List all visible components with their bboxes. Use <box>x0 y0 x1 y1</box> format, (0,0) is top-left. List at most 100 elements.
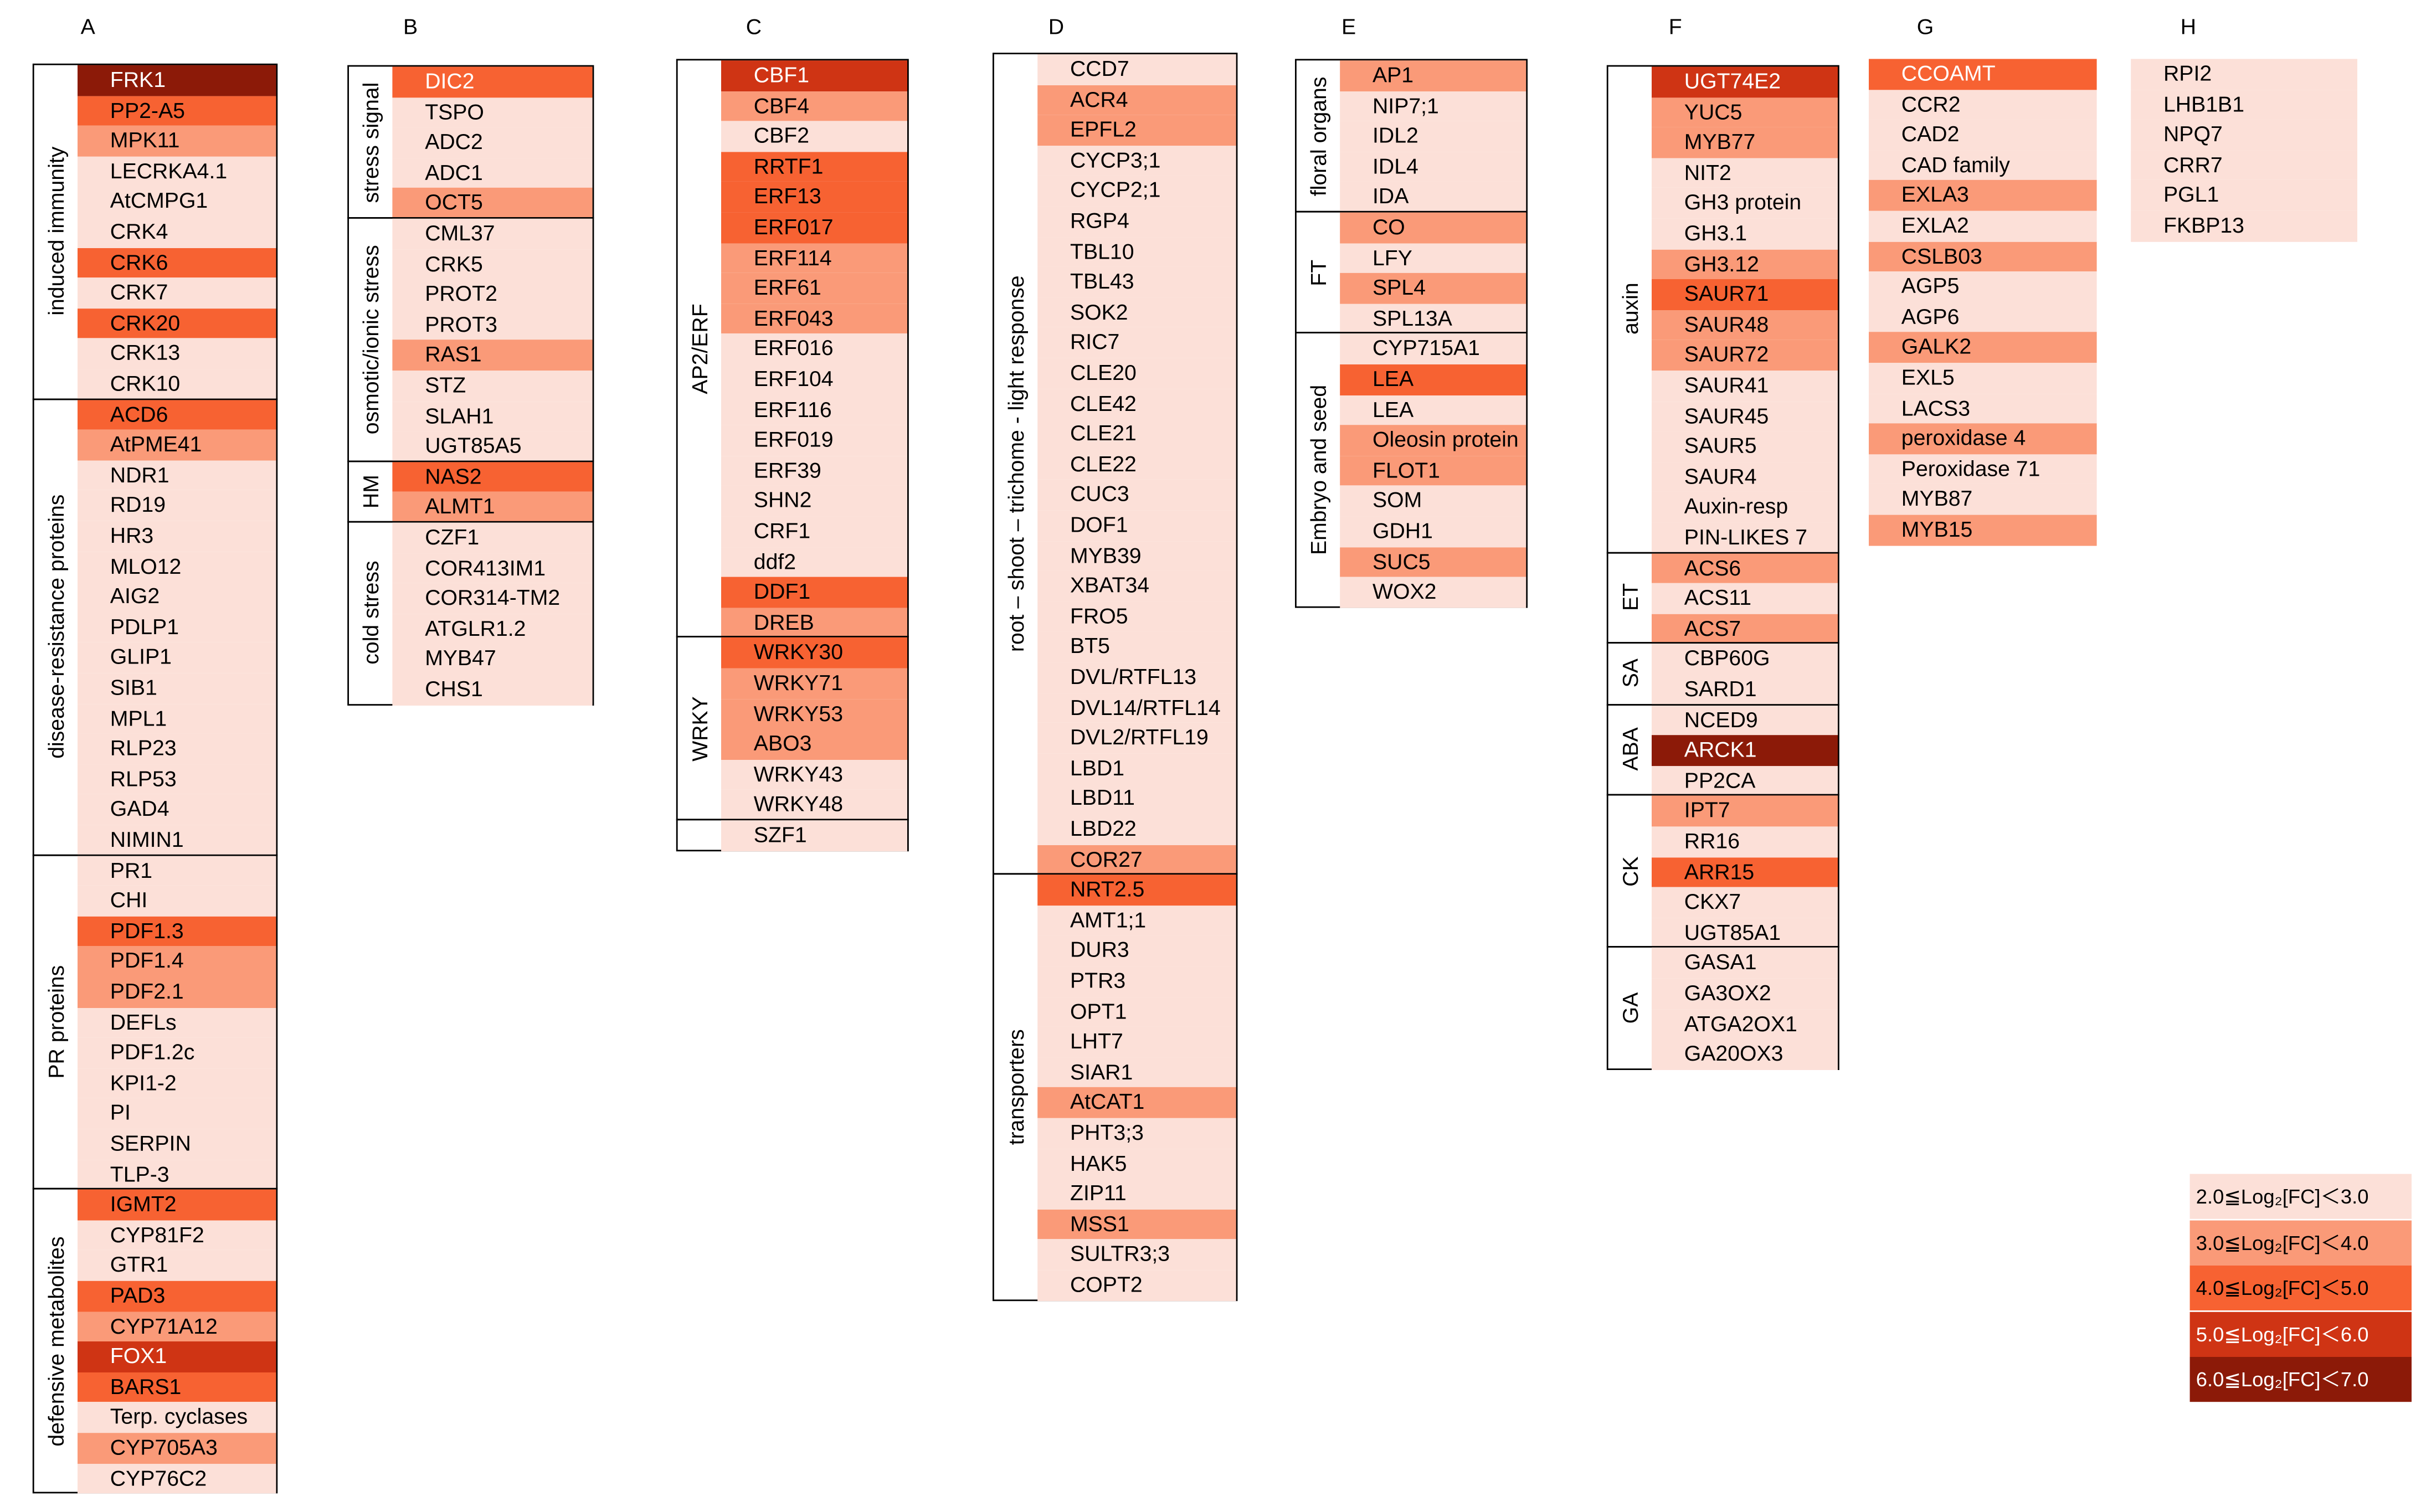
gene-cell: MPL1 <box>78 703 276 734</box>
gene-cell: CLE22 <box>1037 449 1236 480</box>
gene-cell: DOF1 <box>1037 510 1236 541</box>
gene-cell: FRO5 <box>1037 601 1236 632</box>
gene-cell: DVL/RTFL13 <box>1037 662 1236 693</box>
gene-cell: OPT1 <box>1037 996 1236 1027</box>
gene-cell: LACS3 <box>1869 393 2097 424</box>
gene-cell: CAD2 <box>1869 120 2097 150</box>
gene-cell: COR413IM1 <box>392 553 593 584</box>
gene-cell: CO <box>1340 212 1526 243</box>
gene-group: RPI2 LHB1B1 NPQ7 CRR7 PGL1 FKBP13 <box>2131 59 2357 243</box>
gene-cell: SAUR4 <box>1652 461 1838 492</box>
gene-cell: WRKY53 <box>721 698 907 729</box>
gene-cell: CYP715A1 <box>1340 334 1526 364</box>
group-label: auxin <box>1608 66 1652 551</box>
gene-cell: NPQ7 <box>2131 120 2357 150</box>
gene-cell: GALK2 <box>1869 332 2097 363</box>
gene-cell: KPI1-2 <box>78 1068 276 1099</box>
gene-cell: MYB39 <box>1037 541 1236 571</box>
gene-cell: PP2-A5 <box>78 95 276 126</box>
gene-cell: TSPO <box>392 97 593 128</box>
group-label <box>678 820 721 849</box>
gene-cell: CLE21 <box>1037 419 1236 450</box>
gene-cell: CUC3 <box>1037 480 1236 511</box>
gene-cell: DVL14/RTFL14 <box>1037 692 1236 723</box>
gene-cell: CBF2 <box>721 121 907 152</box>
gene-cell: CYCP3;1 <box>1037 145 1236 176</box>
gene-cell: GH3 protein <box>1652 188 1838 219</box>
gene-cell: CCOAMT <box>1869 59 2097 90</box>
gene-cell: ERF61 <box>721 273 907 304</box>
gene-cell: CRK5 <box>392 249 593 280</box>
gene-cell: EXL5 <box>1869 363 2097 394</box>
gene-cell: CYP81F2 <box>78 1220 276 1251</box>
gene-cell: RLP23 <box>78 733 276 764</box>
column-letter-c: C <box>746 14 762 39</box>
group-label: stress signal <box>349 66 392 217</box>
gene-cell: NIMIN1 <box>78 825 276 856</box>
gene-cell: NCED9 <box>1652 704 1838 736</box>
gene-cell: ACR4 <box>1037 84 1236 115</box>
gene-cell: CRK7 <box>78 277 276 308</box>
gene-cell: XBAT34 <box>1037 570 1236 601</box>
gene-cell: PDLP1 <box>78 612 276 643</box>
gene-cell: TLP-3 <box>78 1159 276 1190</box>
gene-cell: FOX1 <box>78 1341 276 1372</box>
gene-cell: NAS2 <box>392 461 593 492</box>
gene-cell: CRR7 <box>2131 150 2357 181</box>
gene-cell: AtCMPG1 <box>78 187 276 217</box>
group-label: cold stress <box>349 523 392 703</box>
gene-cell: NIT2 <box>1652 158 1838 188</box>
gene-cell: EPFL2 <box>1037 115 1236 146</box>
gene-cell: UGT74E2 <box>1652 66 1838 97</box>
gene-cell: MYB87 <box>1869 484 2097 515</box>
gene-cell: MYB15 <box>1869 515 2097 546</box>
gene-cell: SOK2 <box>1037 297 1236 328</box>
gene-cell: ADC2 <box>392 127 593 158</box>
gene-cell: CHS1 <box>392 675 593 705</box>
gene-cell: PROT3 <box>392 310 593 341</box>
gene-cell: ACD6 <box>78 399 276 430</box>
gene-group: HM NAS2 ALMT1 <box>347 460 594 523</box>
gene-cell: SUC5 <box>1340 547 1526 578</box>
gene-cell: LBD22 <box>1037 814 1236 845</box>
gene-cell: CZF1 <box>392 522 593 553</box>
group-label-text: root – shoot – trichome - light response <box>1003 275 1029 652</box>
gene-cell: HR3 <box>78 521 276 552</box>
group-label-text: stress signal <box>358 81 383 203</box>
gene-cell: BARS1 <box>78 1372 276 1403</box>
gene-cell: ERF116 <box>721 394 907 425</box>
group-label-text: AP2/ERF <box>687 303 712 394</box>
gene-cell: Peroxidase 71 <box>1869 454 2097 485</box>
gene-cell: HAK5 <box>1037 1148 1236 1179</box>
gene-cell: DVL2/RTFL19 <box>1037 723 1236 754</box>
gene-cell: AP1 <box>1340 60 1526 91</box>
gene-cell: PDF1.4 <box>78 947 276 977</box>
gene-group: disease-resistance proteins ACD6 AtPME41 ND… <box>32 398 278 856</box>
gene-group: PR proteins PR1 CHI PDF1.3 PDF1.4 PDF2.1 DEFLs… <box>32 853 278 1190</box>
group-label-text: FT <box>1305 259 1331 286</box>
gene-group: Embryo and seed CYP715A1 LEA LEA Oleosin pro… <box>1295 332 1528 608</box>
gene-cell: GLIP1 <box>78 642 276 673</box>
group-label: induced immunity <box>34 65 78 398</box>
gene-cell: COPT2 <box>1037 1270 1236 1301</box>
gene-cell: GH3.12 <box>1652 249 1838 280</box>
group-label: osmotic/ionic stress <box>349 219 392 460</box>
gene-cell: MYB47 <box>392 644 593 675</box>
gene-cell: SIAR1 <box>1037 1057 1236 1088</box>
group-label: PR proteins <box>34 855 78 1188</box>
gene-cell: ACS6 <box>1652 553 1838 584</box>
group-label: defensive metabolites <box>34 1190 78 1492</box>
gene-group: floral organs AP1 NIP7;1 IDL2 IDL4 IDA <box>1295 59 1528 213</box>
gene-cell: SARD1 <box>1652 674 1838 705</box>
gene-cell: ERF104 <box>721 364 907 395</box>
gene-cell: WRKY30 <box>721 637 907 668</box>
gene-cell: MSS1 <box>1037 1209 1236 1240</box>
gene-group: AP2/ERF CBF1 CBF4 CBF2 RRTF1 ERF13 ERF017 ERF11… <box>676 59 909 638</box>
gene-cell: PTR3 <box>1037 966 1236 997</box>
gene-cell: GA3OX2 <box>1652 978 1838 1009</box>
gene-cell: EXLA2 <box>1869 210 2097 241</box>
group-label-text: ABA <box>1617 728 1643 772</box>
group-label-text: HM <box>358 474 383 508</box>
gene-cell: WRKY43 <box>721 759 907 790</box>
gene-cell: CRK6 <box>78 247 276 278</box>
